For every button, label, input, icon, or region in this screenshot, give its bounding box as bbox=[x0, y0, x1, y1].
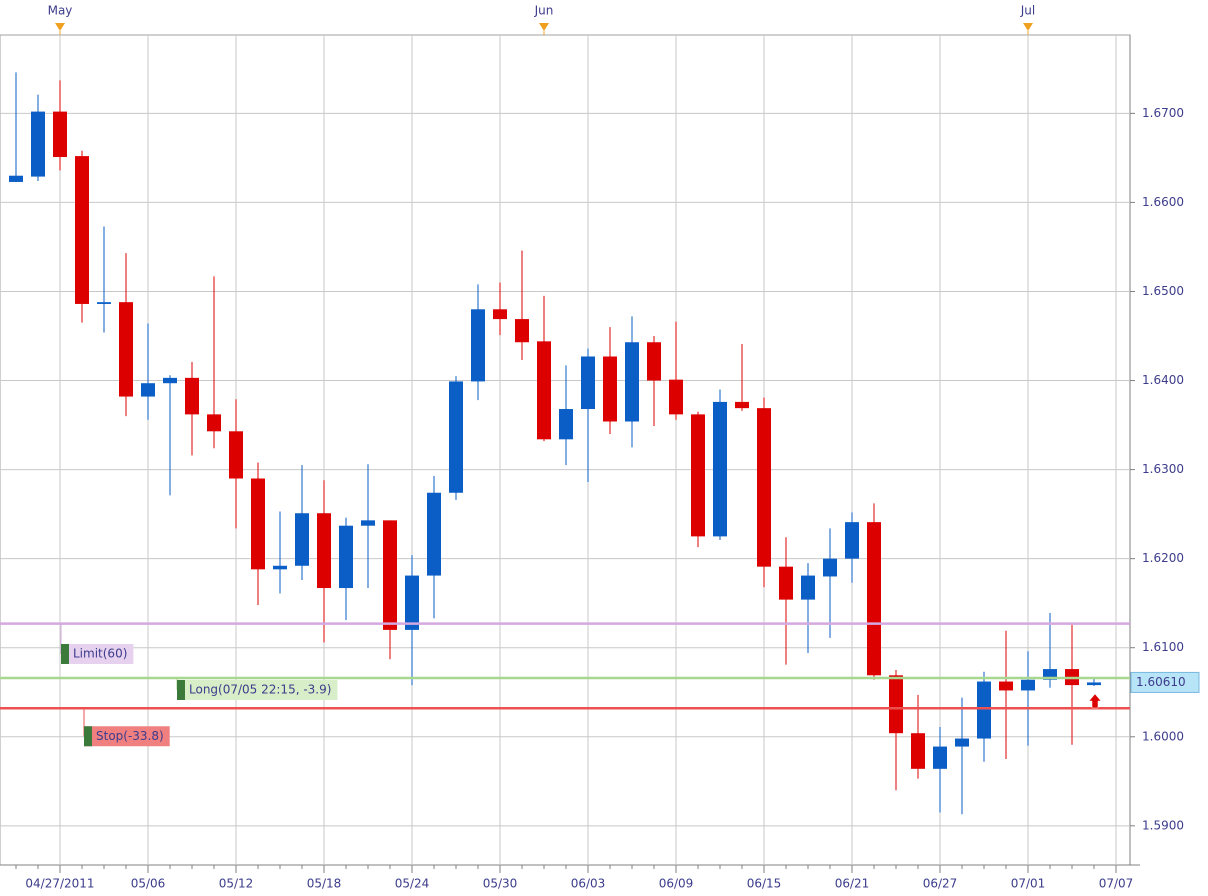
x-tick-label: 06/15 bbox=[747, 877, 782, 891]
candle-body bbox=[163, 377, 177, 384]
candle-body bbox=[955, 738, 969, 747]
candle-body bbox=[493, 309, 507, 320]
x-tick-label: 04/27/2011 bbox=[25, 877, 94, 891]
y-tick-label: 1.6100 bbox=[1142, 640, 1184, 654]
position-arrow-icon bbox=[1088, 693, 1102, 709]
candle-body bbox=[647, 342, 661, 381]
candle-body bbox=[75, 156, 89, 304]
candle-body bbox=[691, 414, 705, 537]
level-label-box bbox=[177, 679, 338, 700]
candle-body bbox=[823, 558, 837, 577]
candle-body bbox=[317, 513, 331, 589]
plot-area bbox=[0, 34, 1131, 866]
month-marker bbox=[539, 23, 549, 31]
month-marker bbox=[55, 23, 65, 31]
candle-body bbox=[9, 175, 23, 182]
current-price-box bbox=[1130, 671, 1200, 693]
x-tick-label: 05/24 bbox=[395, 877, 430, 891]
candle-body bbox=[383, 520, 397, 630]
level-label-box bbox=[84, 726, 170, 747]
y-tick-label: 1.6500 bbox=[1142, 284, 1184, 298]
x-tick-label: 05/06 bbox=[131, 877, 166, 891]
level-label: Stop(-33.8) bbox=[96, 729, 164, 743]
y-tick-label: 1.6600 bbox=[1142, 195, 1184, 209]
candle-body bbox=[339, 525, 353, 589]
candle-body bbox=[845, 522, 859, 559]
level-label: Limit(60) bbox=[73, 646, 127, 660]
candle-body bbox=[141, 383, 155, 397]
month-label: Jul bbox=[1020, 4, 1035, 18]
candle-body bbox=[515, 319, 529, 343]
y-tick-label: 1.6400 bbox=[1142, 373, 1184, 387]
candle-body bbox=[625, 342, 639, 422]
level-label-handle bbox=[61, 643, 69, 664]
candle-body bbox=[207, 414, 221, 432]
y-tick-label: 1.6700 bbox=[1142, 106, 1184, 120]
candle-body bbox=[361, 520, 375, 526]
candle-body bbox=[713, 401, 727, 537]
candle-body bbox=[251, 478, 265, 570]
candle-body bbox=[801, 575, 815, 600]
candle-body bbox=[119, 302, 133, 397]
candle-body bbox=[977, 681, 991, 739]
current-price-label: 1.60610 bbox=[1136, 675, 1186, 689]
candle-body bbox=[581, 356, 595, 410]
candle-body bbox=[427, 492, 441, 576]
y-tick-label: 1.6000 bbox=[1142, 729, 1184, 743]
month-marker bbox=[1023, 23, 1033, 31]
y-tick-label: 1.5900 bbox=[1142, 818, 1184, 832]
candle-body bbox=[273, 565, 287, 570]
candle-body bbox=[1043, 669, 1057, 680]
candle-body bbox=[185, 377, 199, 415]
candle-body bbox=[603, 356, 617, 422]
x-tick-label: 07/01 bbox=[1011, 877, 1046, 891]
candle-body bbox=[449, 381, 463, 493]
candle-body bbox=[295, 513, 309, 566]
candle-body bbox=[537, 341, 551, 440]
candle-body bbox=[471, 309, 485, 382]
x-tick-label: 05/30 bbox=[483, 877, 518, 891]
month-label: Jun bbox=[534, 4, 554, 18]
x-tick-label: 06/27 bbox=[923, 877, 958, 891]
level-label: Long(07/05 22:15, -3.9) bbox=[189, 682, 331, 696]
candle-body bbox=[757, 408, 771, 567]
x-tick-label: 05/18 bbox=[307, 877, 342, 891]
candle-body bbox=[669, 379, 683, 415]
x-tick-label: 07/07 bbox=[1099, 877, 1134, 891]
y-tick-label: 1.6300 bbox=[1142, 462, 1184, 476]
candle-body bbox=[405, 575, 419, 630]
candle-body bbox=[779, 566, 793, 600]
level-label-box bbox=[61, 643, 134, 664]
candle-body bbox=[867, 522, 881, 676]
x-tick-label: 05/12 bbox=[219, 877, 254, 891]
y-tick-label: 1.6200 bbox=[1142, 551, 1184, 565]
candle-body bbox=[889, 675, 903, 734]
candle-body bbox=[559, 409, 573, 440]
x-tick-label: 06/21 bbox=[835, 877, 870, 891]
x-tick-label: 06/03 bbox=[571, 877, 606, 891]
level-label-handle bbox=[84, 726, 92, 747]
candle-body bbox=[999, 681, 1013, 691]
candle-body bbox=[97, 302, 111, 304]
candle-body bbox=[933, 746, 947, 769]
candle-body bbox=[1087, 682, 1101, 686]
candle-body bbox=[53, 111, 67, 158]
candle-body bbox=[229, 431, 243, 479]
candle-body bbox=[31, 111, 45, 177]
candle-body bbox=[1021, 679, 1035, 691]
candle-body bbox=[911, 733, 925, 769]
month-label: May bbox=[48, 4, 73, 18]
candle-body bbox=[735, 401, 749, 409]
level-label-handle bbox=[177, 679, 185, 700]
x-tick-label: 06/09 bbox=[659, 877, 694, 891]
